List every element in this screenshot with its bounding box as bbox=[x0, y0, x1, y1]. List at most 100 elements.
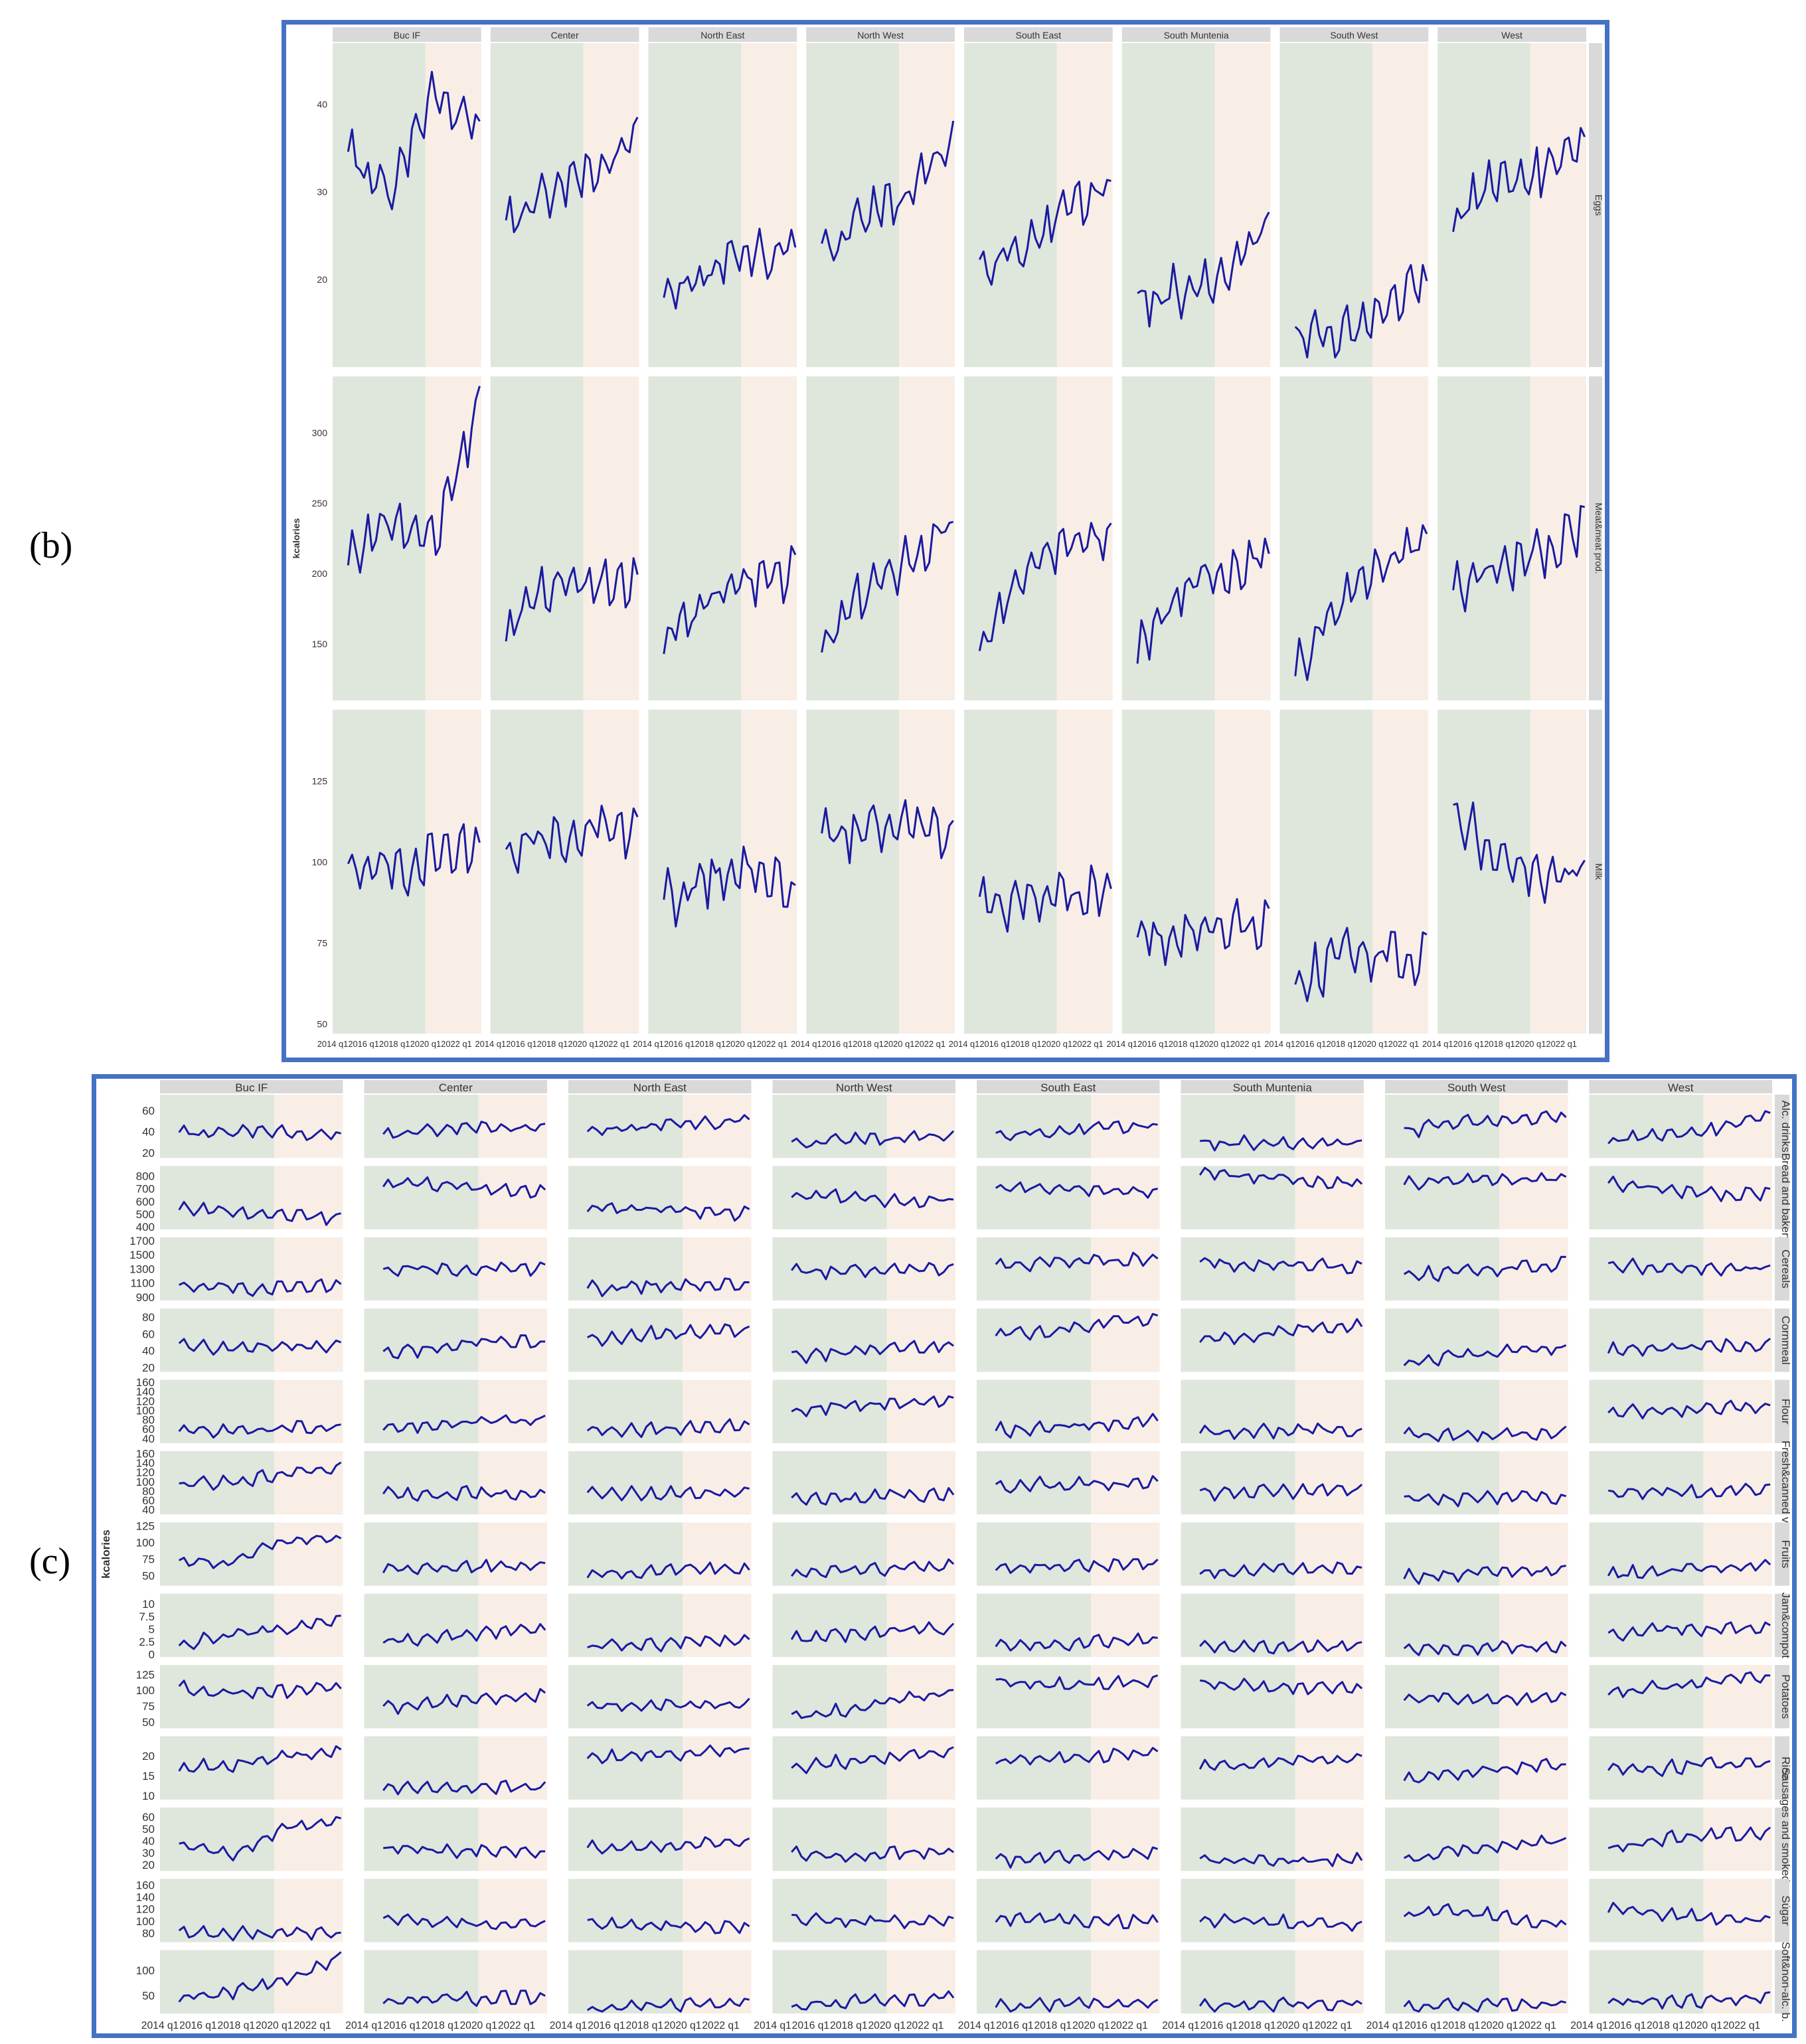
series-line-west-jam-compot bbox=[1607, 1621, 1771, 1642]
zone-pre-south-muntenia-cereals bbox=[1181, 1237, 1295, 1301]
zone-post-buc-if-cornmeal bbox=[274, 1308, 343, 1372]
x-tick-north-east-2022-q1: 2022 q1 bbox=[757, 1039, 788, 1049]
zone-post-north-west-alc-drinks bbox=[886, 1095, 955, 1158]
series-line-south-east-rice bbox=[995, 1747, 1159, 1766]
series-line-center-rice bbox=[382, 1779, 546, 1796]
row-label-flour: Flour bbox=[1779, 1399, 1792, 1425]
series-line-buc-if-rice bbox=[178, 1745, 342, 1773]
zone-post-north-east-cornmeal bbox=[683, 1308, 752, 1372]
row-label-fresh-canned-v: Fresh&canned v. bbox=[1779, 1441, 1792, 1525]
series-line-north-west-alc-drinks bbox=[791, 1130, 955, 1148]
series-line-south-east-fresh-canned-v bbox=[995, 1475, 1159, 1494]
zone-post-south-east-cornmeal bbox=[1091, 1308, 1160, 1372]
zone-pre-west-bread-and-bakery bbox=[1589, 1166, 1704, 1229]
zone-pre-south-east-rice bbox=[977, 1736, 1092, 1800]
row-label-eggs: Eggs bbox=[1594, 195, 1604, 216]
row-strip-cornmeal bbox=[1775, 1308, 1789, 1372]
zone-post-north-east-eggs bbox=[741, 43, 797, 367]
strip-buc-if bbox=[333, 27, 481, 42]
series-line-south-east-meat-meat-prod bbox=[978, 522, 1112, 651]
strip-label-west: West bbox=[1668, 1081, 1694, 1094]
y-tick-cereals-900: 900 bbox=[136, 1291, 155, 1304]
series-line-north-east-cornmeal bbox=[587, 1323, 750, 1347]
zone-pre-south-muntenia-sugar bbox=[1181, 1879, 1295, 1942]
zone-pre-south-west-cornmeal bbox=[1385, 1308, 1500, 1372]
x-tick-west-2018-q1: 2018 q1 bbox=[1484, 1039, 1515, 1049]
y-tick-jam-compot-7-5: 7.5 bbox=[139, 1611, 155, 1623]
zone-post-north-west-flour bbox=[886, 1379, 955, 1443]
zone-pre-south-west-milk bbox=[1279, 710, 1373, 1034]
zone-post-south-muntenia-potatoes bbox=[1295, 1665, 1364, 1729]
zone-pre-south-west-bread-and-bakery bbox=[1385, 1166, 1500, 1229]
y-tick-cornmeal-20: 20 bbox=[142, 1362, 155, 1374]
row-label-bread-and-bakery: Bread and bakery bbox=[1779, 1153, 1792, 1243]
series-line-north-west-fresh-canned-v bbox=[791, 1487, 955, 1506]
y-tick-eggs-40: 40 bbox=[317, 99, 327, 110]
zone-pre-south-muntenia-fruits bbox=[1181, 1522, 1295, 1586]
zone-post-center-sugar bbox=[478, 1879, 547, 1942]
series-line-south-west-cornmeal bbox=[1403, 1343, 1567, 1367]
series-line-north-east-eggs bbox=[663, 228, 797, 310]
zone-post-north-east-cereals bbox=[683, 1237, 752, 1301]
y-tick-rice-15: 15 bbox=[142, 1770, 155, 1782]
y-tick-flour-60: 60 bbox=[142, 1423, 155, 1436]
zone-pre-north-east-eggs bbox=[648, 43, 742, 367]
series-line-north-east-bread-and-bakery bbox=[586, 1202, 750, 1222]
panel-label-b: (b) bbox=[29, 525, 73, 566]
zone-pre-north-west-cornmeal bbox=[772, 1308, 887, 1372]
series-line-south-muntenia-sugar bbox=[1199, 1913, 1362, 1932]
zone-post-south-west-cereals bbox=[1499, 1237, 1568, 1301]
zone-pre-north-west-eggs bbox=[806, 43, 900, 367]
x-tick-west-2020-q1: 2020 q1 bbox=[1515, 1039, 1546, 1049]
x-tick-north-west-2018-q1: 2018 q1 bbox=[853, 1039, 884, 1049]
strip-north-west bbox=[806, 27, 955, 42]
series-line-south-west-cereals bbox=[1403, 1255, 1566, 1283]
series-line-north-east-jam-compot bbox=[587, 1634, 750, 1652]
zone-pre-center-alc-drinks bbox=[364, 1095, 479, 1158]
zone-pre-center-sugar bbox=[364, 1879, 479, 1942]
strip-label-buc-if: Buc IF bbox=[394, 30, 420, 40]
zone-post-south-east-fruits bbox=[1091, 1522, 1160, 1586]
chart-b-y-axis-title: kcalories bbox=[291, 518, 301, 558]
zone-post-south-muntenia-fruits bbox=[1295, 1522, 1364, 1586]
series-line-south-muntenia-jam-compot bbox=[1199, 1639, 1362, 1655]
zone-pre-center-fruits bbox=[364, 1522, 479, 1586]
series-line-center-fresh-canned-v bbox=[382, 1485, 546, 1502]
zone-pre-south-east-fruits bbox=[977, 1522, 1092, 1586]
series-line-north-east-fruits bbox=[586, 1561, 750, 1580]
series-line-north-west-bread-and-bakery bbox=[791, 1188, 954, 1208]
x-tick-south-west-2016-q1: 2016 q1 bbox=[1295, 1039, 1327, 1049]
row-strip-potatoes bbox=[1775, 1665, 1789, 1729]
strip-north-east bbox=[568, 1080, 752, 1093]
series-line-south-west-potatoes bbox=[1403, 1691, 1567, 1706]
series-line-north-west-rice bbox=[791, 1746, 954, 1774]
y-tick-fruits-100: 100 bbox=[136, 1536, 155, 1549]
x-tick-north-west-2014-q1: 2014 q1 bbox=[754, 2020, 791, 2031]
zone-pre-west-fresh-canned-v bbox=[1589, 1451, 1704, 1515]
zone-pre-center-milk bbox=[490, 710, 584, 1034]
series-line-center-meat-meat-prod bbox=[505, 557, 639, 642]
zone-pre-north-west-milk bbox=[806, 710, 900, 1034]
row-strip-fruits bbox=[1775, 1522, 1789, 1586]
x-tick-south-east-2020-q1: 2020 q1 bbox=[1072, 2020, 1109, 2031]
series-line-north-west-cornmeal bbox=[791, 1340, 954, 1364]
strip-label-west: West bbox=[1501, 30, 1522, 40]
x-tick-south-east-2016-q1: 2016 q1 bbox=[979, 1039, 1011, 1049]
y-tick-cereals-1300: 1300 bbox=[129, 1263, 155, 1275]
series-line-west-sausages-and-smoked-prod bbox=[1607, 1826, 1771, 1853]
zone-post-south-east-flour bbox=[1091, 1379, 1160, 1443]
y-tick-sausages-and-smoked-prod-30: 30 bbox=[142, 1847, 155, 1859]
zone-post-west-fresh-canned-v bbox=[1703, 1451, 1772, 1515]
series-line-west-milk bbox=[1453, 801, 1586, 904]
zone-pre-center-jam-compot bbox=[364, 1593, 479, 1658]
series-line-south-west-sugar bbox=[1403, 1903, 1567, 1928]
series-line-buc-if-fresh-canned-v bbox=[179, 1461, 342, 1491]
zone-pre-south-west-meat-meat-prod bbox=[1279, 376, 1373, 700]
y-tick-alc-drinks-40: 40 bbox=[142, 1126, 155, 1139]
x-tick-south-muntenia-2020-q1: 2020 q1 bbox=[1276, 2020, 1313, 2031]
zone-pre-north-east-cereals bbox=[568, 1237, 683, 1301]
y-tick-soft-non-alc-b-100: 100 bbox=[136, 1964, 155, 1977]
zone-post-center-eggs bbox=[583, 43, 639, 367]
y-tick-potatoes-125: 125 bbox=[136, 1668, 155, 1681]
zone-post-south-west-sugar bbox=[1499, 1879, 1568, 1942]
